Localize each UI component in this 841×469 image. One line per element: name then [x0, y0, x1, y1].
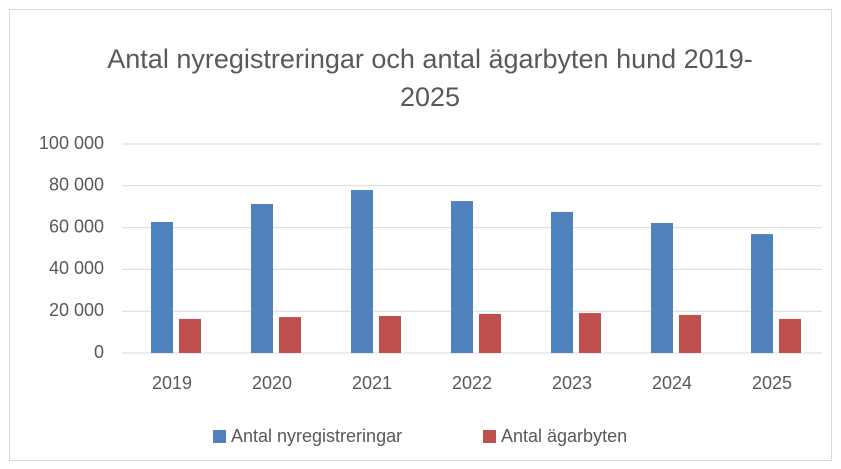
bar: [179, 318, 201, 353]
x-tick-label: 2021: [352, 373, 392, 393]
bar: [779, 318, 801, 353]
x-tick-label: 2025: [752, 373, 792, 393]
y-tick-label: 40 000: [49, 258, 104, 278]
bar: [451, 201, 473, 353]
legend-swatch: [483, 430, 496, 443]
x-tick-label: 2023: [552, 373, 592, 393]
chart-title: Antal nyregistreringar och antal ägarbyt…: [107, 44, 753, 112]
chart-border: [9, 9, 832, 461]
y-tick-label: 0: [94, 342, 104, 362]
bar: [651, 223, 673, 353]
bar: [679, 314, 701, 353]
x-tick-label: 2019: [152, 373, 192, 393]
x-tick-label: 2020: [252, 373, 292, 393]
legend-label: Antal nyregistreringar: [231, 426, 402, 446]
y-tick-label: 60 000: [49, 216, 104, 236]
bar: [479, 313, 501, 353]
x-tick-label: 2024: [652, 373, 692, 393]
y-tick-label: 20 000: [49, 300, 104, 320]
bar: [279, 317, 301, 353]
legend-label: Antal ägarbyten: [501, 426, 627, 446]
bar: [351, 189, 373, 353]
x-tick-label: 2022: [452, 373, 492, 393]
legend-swatch: [213, 430, 226, 443]
bar: [579, 313, 601, 353]
bar: [379, 316, 401, 353]
y-tick-label: 80 000: [49, 175, 104, 195]
y-tick-label: 100 000: [39, 133, 104, 153]
bar: [251, 203, 273, 353]
bar: [151, 221, 173, 353]
bar: [551, 211, 573, 353]
bar: [751, 234, 773, 353]
